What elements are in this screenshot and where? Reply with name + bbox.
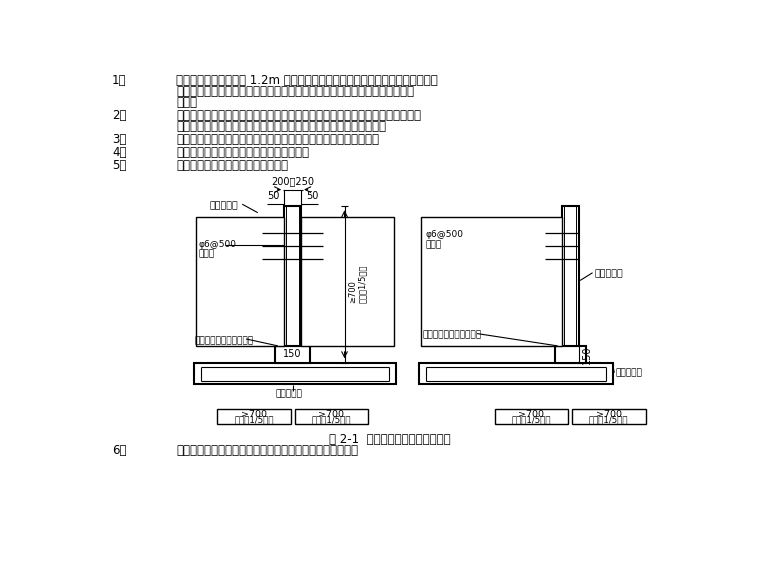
Text: 具或物体在脚手板面上垫高工作。高处操作时要系好安全带，安全带挂靠地点: 具或物体在脚手板面上垫高工作。高处操作时要系好安全带，安全带挂靠地点 — [176, 85, 414, 98]
Bar — [555, 346, 585, 363]
Bar — [217, 409, 290, 424]
Bar — [195, 363, 396, 384]
Text: 买固。: 买固。 — [176, 96, 198, 109]
Bar — [420, 217, 562, 346]
Text: 搭高度: 搭高度 — [198, 250, 214, 259]
Bar — [419, 363, 613, 384]
Text: 混凝土墙，框架柱构造柱: 混凝土墙，框架柱构造柱 — [423, 331, 482, 340]
Text: 后砖的砖体: 后砖的砖体 — [210, 201, 239, 210]
Text: 5、: 5、 — [112, 159, 126, 171]
Text: 1、: 1、 — [112, 74, 127, 87]
Text: 垂直运输的吸笼、滑车、绳索、刹车等，必须满足荷载要求，吸运时不得超荷；: 垂直运输的吸笼、滑车、绳索、刹车等，必须满足荷载要求，吸运时不得超荷； — [176, 109, 421, 122]
Text: 50: 50 — [306, 191, 318, 201]
Text: 且大于1/5墙长: 且大于1/5墙长 — [511, 415, 551, 424]
Text: 且大于1/5墙长: 且大于1/5墙长 — [589, 415, 629, 424]
Text: φ6@500: φ6@500 — [198, 241, 236, 250]
Bar — [301, 217, 394, 346]
Bar — [495, 409, 568, 424]
Text: 停放搅拌机械的基础要坚实平整，防止地面下沉，造成机械倾倒。: 停放搅拌机械的基础要坚实平整，防止地面下沉，造成机械倾倒。 — [176, 132, 379, 145]
Text: >700: >700 — [596, 410, 622, 419]
Text: 2、: 2、 — [112, 109, 127, 122]
Text: 后砖的砖体: 后砖的砖体 — [275, 390, 302, 399]
Bar — [562, 206, 578, 346]
Text: 使用过程中要经常检查，着发现不符合规定者，要及时修理或更换。: 使用过程中要经常检查，着发现不符合规定者，要及时修理或更换。 — [176, 119, 386, 132]
Bar — [196, 217, 284, 346]
Text: 后砖的砖体: 后砖的砖体 — [594, 269, 623, 278]
Text: 进入施工现场，要正确穿戴安全防护用品。: 进入施工现场，要正确穿戴安全防护用品。 — [176, 145, 309, 158]
Text: >700: >700 — [318, 410, 344, 419]
Text: 图 2-1  砖块砖筑拉结筋节点示意图: 图 2-1 砖块砖筑拉结筋节点示意图 — [328, 433, 451, 446]
Bar — [572, 409, 646, 424]
Text: 3、: 3、 — [112, 132, 126, 145]
Text: 墙身砖体高度超过地坪 1.2m 以上，必须及时搭设好脚手架，不准用不稳定的工: 墙身砖体高度超过地坪 1.2m 以上，必须及时搭设好脚手架，不准用不稳定的工 — [176, 74, 438, 87]
Text: 200～250: 200～250 — [271, 175, 314, 186]
Bar — [275, 346, 310, 363]
Text: 从砖坠上取砖块时，先取高处后取低处，防止坠倒砖砖人。: 从砖坠上取砖块时，先取高处后取低处，防止坠倒砖砖人。 — [176, 444, 359, 457]
Text: φ6@500: φ6@500 — [425, 230, 463, 239]
Bar — [284, 206, 301, 346]
Text: ≥700
且大于1/5墙长: ≥700 且大于1/5墙长 — [347, 265, 367, 303]
Text: 施工现场严禁吸烟，不得酒后作业。: 施工现场严禁吸烟，不得酒后作业。 — [176, 159, 288, 171]
Text: 且大于1/5墙长: 且大于1/5墙长 — [234, 415, 274, 424]
Text: 150: 150 — [581, 345, 592, 363]
Text: 且大于1/5墙长: 且大于1/5墙长 — [312, 415, 351, 424]
Bar — [295, 409, 368, 424]
Text: 砖筑时后加: 砖筑时后加 — [615, 368, 642, 378]
Text: 50: 50 — [267, 191, 280, 201]
Text: >700: >700 — [241, 410, 267, 419]
Text: 150: 150 — [283, 349, 302, 359]
Text: 搭高度: 搭高度 — [425, 241, 442, 250]
Text: >700: >700 — [518, 410, 544, 419]
Text: 4、: 4、 — [112, 145, 127, 158]
Text: 6、: 6、 — [112, 444, 127, 457]
Text: 混凝土墙，框架柱构造柱: 混凝土墙，框架柱构造柱 — [195, 336, 253, 345]
